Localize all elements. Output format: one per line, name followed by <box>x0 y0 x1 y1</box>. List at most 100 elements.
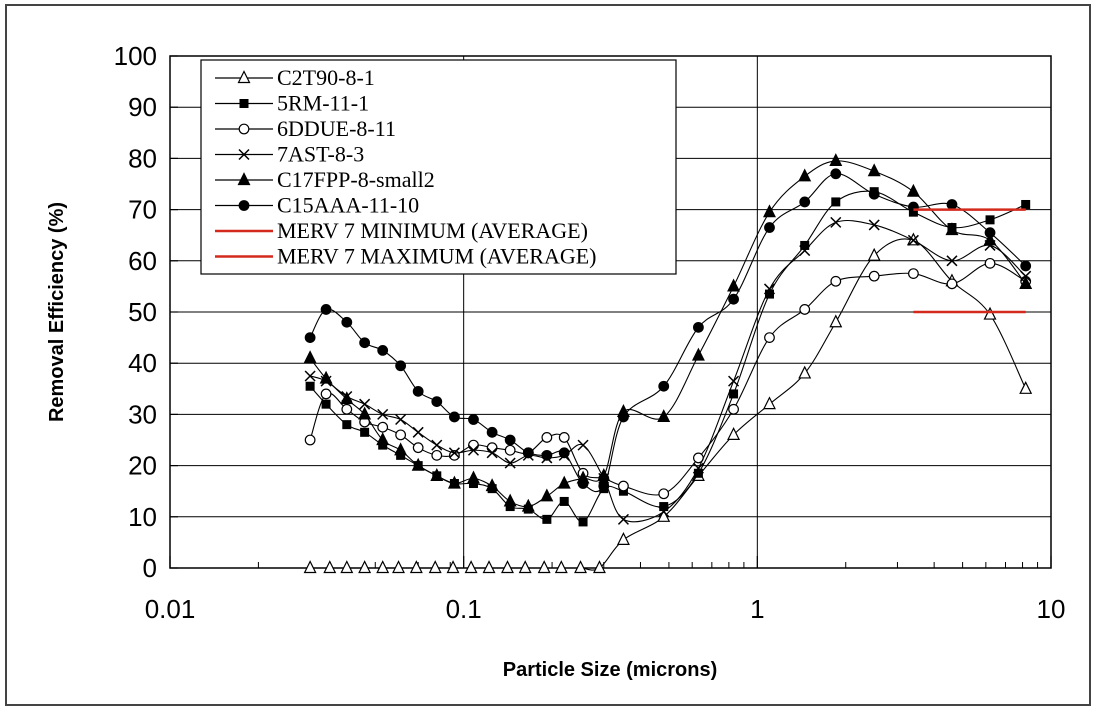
series-3-point-3 <box>359 398 371 410</box>
series-5-point-23 <box>830 168 842 180</box>
series-2-point-22 <box>799 304 811 315</box>
series-2-point-5 <box>395 429 407 441</box>
legend-label-2: 6DDUE-8-11 <box>277 116 396 141</box>
series-5-point-21 <box>764 222 775 233</box>
series-3-point-10 <box>486 447 498 459</box>
legend-marker-3 <box>238 148 250 161</box>
series-5-point-22 <box>799 196 811 208</box>
series-4-point-5 <box>394 442 408 456</box>
legend-marker-5 <box>238 200 250 211</box>
series-2-point-4 <box>377 421 389 433</box>
series-2-point-7 <box>431 449 443 461</box>
series-5-point-17 <box>618 411 629 423</box>
series-1-point-3 <box>360 427 370 437</box>
series-3-point-26 <box>946 255 958 267</box>
y-tick-label-2: 20 <box>128 451 157 481</box>
y-tick-label-10: 100 <box>114 41 157 71</box>
series-4-point-19 <box>691 347 705 361</box>
series-0-point-3 <box>358 560 372 574</box>
series-0-point-14 <box>554 560 568 574</box>
series-4-point-11 <box>503 493 517 507</box>
series-0-point-6 <box>409 560 423 574</box>
series-1-point-0 <box>305 381 315 391</box>
series-5-point-9 <box>468 414 479 425</box>
series-4-point-12 <box>521 498 535 512</box>
series-0-point-12 <box>518 560 532 574</box>
series-4-point-10 <box>485 478 499 492</box>
series-5-point-6 <box>412 385 424 397</box>
series-4-point-21 <box>763 204 776 218</box>
series-5-point-1 <box>320 304 332 315</box>
series-1-point-15 <box>578 517 588 527</box>
x-axis-title: Particle Size (microns) <box>503 659 718 681</box>
series-4-point-24 <box>867 163 881 177</box>
series-1-point-4 <box>378 440 388 450</box>
series-0-point-22 <box>798 365 812 379</box>
series-0-point-9 <box>464 560 478 574</box>
series-0-point-23 <box>829 314 843 328</box>
series-3-point-21 <box>763 283 776 295</box>
series-5-point-15 <box>577 478 589 489</box>
series-0-point-18 <box>657 508 671 522</box>
x-tick-label-3: 10 <box>1037 594 1066 624</box>
series-1-point-18 <box>659 502 669 512</box>
series-1-point-2 <box>342 420 352 430</box>
series-4-point-20 <box>727 278 741 292</box>
series-1-point-11 <box>505 502 515 512</box>
series-0-point-24 <box>867 247 881 261</box>
series-5-point-18 <box>658 380 670 392</box>
series-4-point-13 <box>540 488 554 502</box>
series-2-point-17 <box>618 480 629 492</box>
y-tick-label-0: 0 <box>143 553 157 583</box>
series-0-point-1 <box>323 560 337 574</box>
series-2-point-10 <box>486 442 498 454</box>
series-1-point-5 <box>396 450 406 460</box>
series-0-point-16 <box>592 560 606 574</box>
series-4-point-7 <box>430 467 444 481</box>
series-4-point-23 <box>829 153 843 167</box>
y-tick-label-1: 10 <box>128 502 157 532</box>
series-2-point-18 <box>658 488 670 500</box>
legend-label-1: 5RM-11-1 <box>277 91 369 116</box>
legend-label-5: C15AAA-11-10 <box>277 193 419 218</box>
series-5-point-27 <box>984 227 996 239</box>
series-2-point-13 <box>541 432 553 443</box>
series-2-point-24 <box>868 270 880 282</box>
series-5-point-19 <box>693 321 704 333</box>
series-2-point-27 <box>984 257 996 269</box>
y-axis-ticks: 0 10 20 30 40 50 60 70 80 90 100 <box>114 41 178 583</box>
series-3-point-5 <box>395 413 407 426</box>
series-5-point-7 <box>431 396 443 408</box>
series-2-point-25 <box>908 268 919 280</box>
series-5-point-11 <box>504 434 516 446</box>
series-3-point-20 <box>728 375 740 387</box>
series-0-point-5 <box>392 560 405 574</box>
series-0-point-20 <box>727 427 741 440</box>
legend-label-3: 7AST-8-3 <box>277 142 364 167</box>
series-4-point-4 <box>376 432 390 446</box>
series-5-point-26 <box>946 199 958 210</box>
series-5-point-28 <box>1020 260 1032 272</box>
series-0-point-27 <box>983 306 997 320</box>
series-3-point-19 <box>692 462 704 474</box>
series-0-point-17 <box>616 531 630 545</box>
series-3-point-0 <box>304 370 316 382</box>
x-tick-label-2: 1 <box>750 594 764 624</box>
series-4-point-9 <box>467 470 480 484</box>
y-tick-label-6: 60 <box>128 246 157 276</box>
series-5-point-10 <box>486 426 498 438</box>
series-3-point-11 <box>504 457 516 469</box>
series-0-point-21 <box>763 396 776 410</box>
series-5-point-8 <box>449 411 460 423</box>
x-tick-label-0: 0.01 <box>145 594 196 624</box>
series-2-point-0 <box>304 434 316 446</box>
y-axis-title: Removal Efficiency (%) <box>46 202 68 422</box>
series-2-point-2 <box>341 403 353 415</box>
series-5-point-14 <box>558 447 570 459</box>
series-2-point-6 <box>412 442 424 454</box>
chart-frame: 0.01 0.1 1 10 0 10 20 30 40 50 60 70 80 90 100 C2T90-… <box>5 4 1091 706</box>
series-4-point-0 <box>303 350 317 364</box>
series-4-point-6 <box>411 457 425 471</box>
series-5 <box>304 168 1032 493</box>
series-1-point-28 <box>1021 199 1031 209</box>
